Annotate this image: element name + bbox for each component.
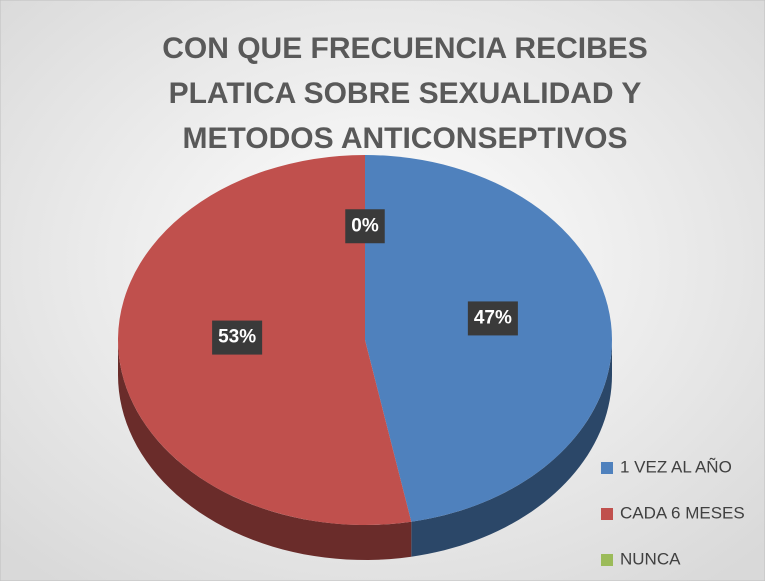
slice-side — [411, 340, 612, 557]
chart-title: CON QUE FRECUENCIA RECIBES — [162, 32, 648, 65]
data-label: 0% — [345, 209, 385, 244]
legend-swatch — [601, 508, 613, 520]
chart-title: METODOS ANTICONSEPTIVOS — [182, 122, 627, 155]
chart-title: PLATICA SOBRE SEXUALIDAD Y — [169, 77, 642, 110]
data-label-box — [467, 301, 518, 336]
slice-side — [118, 340, 412, 560]
legend-swatch — [601, 462, 613, 474]
legend-label: CADA 6 MESES — [620, 503, 745, 522]
legend-label: 1 VEZ AL AÑO — [620, 457, 732, 476]
data-label-box — [212, 320, 263, 355]
data-label: 47% — [467, 301, 518, 336]
data-label-text: 47% — [474, 307, 512, 328]
data-label: 53% — [212, 320, 263, 355]
legend-label: NUNCA — [620, 549, 681, 568]
data-label-text: 53% — [218, 327, 256, 348]
plot: CON QUE FRECUENCIA RECIBES PLATICA SOBRE … — [117, 32, 745, 568]
data-label-box — [345, 209, 385, 244]
slice — [117, 155, 412, 525]
data-label-text: 0% — [351, 215, 379, 236]
slice — [365, 155, 612, 522]
legend-swatch — [601, 554, 613, 566]
